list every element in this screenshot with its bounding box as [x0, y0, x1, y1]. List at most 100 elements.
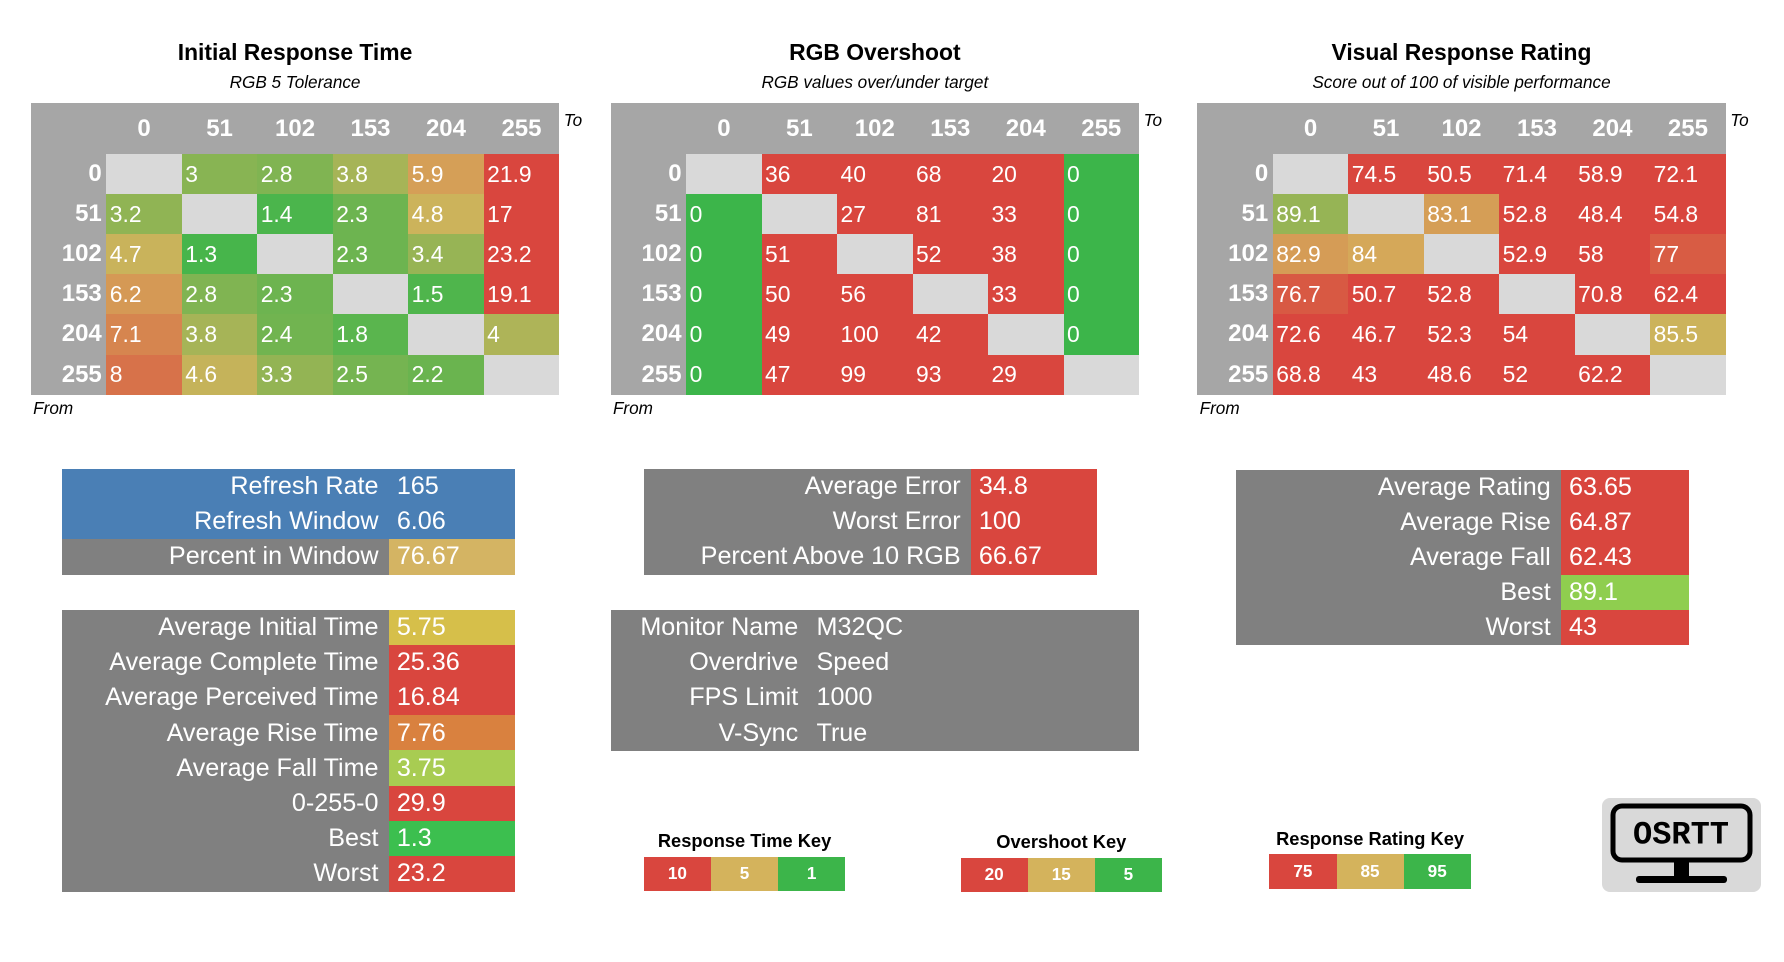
row-header: 255 — [1228, 360, 1269, 388]
heatmap-cell: 0 — [1063, 274, 1139, 315]
heatmap-cell — [106, 154, 182, 195]
heatmap-cell: 0 — [1063, 194, 1139, 235]
heatmap-title: RGB Overshoot — [789, 39, 961, 66]
to-label: To — [563, 109, 583, 130]
heatmap-cell: 33 — [988, 274, 1064, 315]
stat-value: Speed — [808, 644, 1139, 681]
key-swatch: 20 — [960, 857, 1028, 892]
heatmap-cell: 62.4 — [1650, 274, 1726, 315]
heatmap-cell: 50 — [761, 274, 838, 315]
stat-label: Best — [61, 820, 389, 857]
heatmap-cell: 51 — [761, 234, 838, 275]
logo-icon: OSRTT — [1610, 803, 1753, 883]
heatmap-cell — [761, 194, 838, 235]
heatmap-cell: 1.4 — [257, 194, 333, 235]
stat-label: Average Fall — [1236, 539, 1561, 576]
heatmap-cell: 0 — [1063, 154, 1139, 195]
heatmap-cell — [686, 154, 762, 195]
heatmap-cell: 4.6 — [181, 354, 258, 395]
column-header: 255 — [501, 114, 542, 142]
heatmap-cell: 7.1 — [106, 314, 182, 355]
heatmap-cell — [837, 234, 913, 275]
stat-value: 29.9 — [388, 785, 515, 822]
heatmap-cell: 6.2 — [106, 274, 182, 315]
heatmap-cell: 89.1 — [1272, 194, 1349, 235]
heatmap-cell: 0 — [1063, 314, 1139, 355]
stat-label: Average Rise Time — [61, 715, 389, 751]
stat-value: 66.67 — [970, 539, 1097, 575]
heatmap-cell — [332, 274, 409, 315]
stat-value: 23.2 — [388, 856, 515, 892]
heatmap-cell: 0 — [686, 314, 762, 355]
row-header: 0 — [88, 160, 102, 188]
heatmap-cell: 93 — [912, 354, 989, 395]
heatmap-cell: 19.1 — [483, 274, 560, 315]
column-header: 204 — [1005, 114, 1046, 142]
heatmap-cell: 20 — [988, 154, 1064, 195]
heatmap-cell: 1.8 — [332, 314, 409, 355]
stat-label: Refresh Rate — [61, 468, 389, 505]
stat-value: 6.06 — [388, 503, 515, 540]
heatmap-cell — [1348, 194, 1424, 235]
stat-value: 5.75 — [388, 609, 515, 646]
stat-label: Average Complete Time — [61, 644, 389, 681]
heatmap-cell — [483, 354, 560, 395]
heatmap-cell — [257, 234, 333, 275]
heatmap-cell: 49 — [761, 314, 838, 355]
stat-value: 76.67 — [388, 539, 515, 575]
heatmap-cell: 52.9 — [1499, 234, 1575, 275]
heatmap-cell: 47 — [761, 354, 838, 395]
heatmap-cell: 77 — [1650, 234, 1726, 275]
heatmap-cell: 2.3 — [257, 274, 333, 315]
heatmap-cell: 0 — [686, 354, 762, 395]
heatmap-cell: 70.8 — [1574, 274, 1651, 315]
heatmap-subtitle: Score out of 100 of visible performance — [1312, 71, 1611, 92]
row-header: 0 — [1254, 160, 1269, 188]
heatmap-cell: 52.8 — [1499, 194, 1575, 235]
heatmap-cell: 81 — [912, 194, 989, 235]
heatmap-cell: 0 — [686, 274, 762, 315]
heatmap-cell: 17 — [483, 194, 560, 235]
to-label: To — [1730, 109, 1749, 130]
heatmap-cell — [181, 194, 258, 235]
heatmap-cell — [408, 314, 484, 355]
stat-value: 63.65 — [1561, 470, 1690, 506]
heatmap-cell: 3 — [181, 154, 258, 195]
heatmap-cell: 29 — [988, 354, 1064, 395]
heatmap-cell: 2.8 — [257, 154, 333, 195]
heatmap-cell — [1574, 314, 1651, 355]
stat-value: 7.76 — [388, 715, 515, 751]
column-header: 102 — [854, 114, 895, 142]
heatmap-cell: 1.5 — [408, 274, 484, 315]
heatmap-cell: 1.3 — [181, 234, 258, 275]
heatmap-cell: 72.1 — [1650, 154, 1726, 195]
stat-label: V-Sync — [610, 715, 809, 751]
stat-value: 25.36 — [388, 644, 515, 681]
heatmap-cell: 84 — [1348, 234, 1424, 275]
stat-label: Worst — [61, 856, 389, 892]
row-header: 51 — [1241, 200, 1269, 228]
stat-value: 34.8 — [970, 468, 1097, 505]
heatmap-cell: 4.8 — [408, 194, 484, 235]
column-header: 153 — [930, 114, 971, 142]
heatmap-cell: 27 — [837, 194, 913, 235]
row-header: 51 — [75, 200, 102, 228]
column-header: 102 — [275, 114, 316, 142]
heatmap-cell — [912, 274, 989, 315]
heatmap-cell: 36 — [761, 154, 838, 195]
stat-value: 165 — [388, 468, 515, 505]
stat-label: Average Error — [643, 468, 971, 505]
heatmap-cell: 52 — [912, 234, 989, 275]
heatmap-cell: 3.8 — [181, 314, 258, 355]
heatmap-cell: 2.3 — [332, 234, 409, 275]
stat-value: M32QC — [808, 609, 1139, 646]
from-label: From — [612, 397, 653, 418]
row-header: 0 — [668, 160, 682, 188]
logo: OSRTT — [1602, 798, 1761, 892]
stat-label: Best — [1236, 574, 1561, 611]
column-header: 255 — [1081, 114, 1122, 142]
key-swatch: 10 — [643, 856, 711, 891]
key-swatch: 5 — [710, 856, 779, 891]
stat-value: 1000 — [808, 679, 1139, 716]
